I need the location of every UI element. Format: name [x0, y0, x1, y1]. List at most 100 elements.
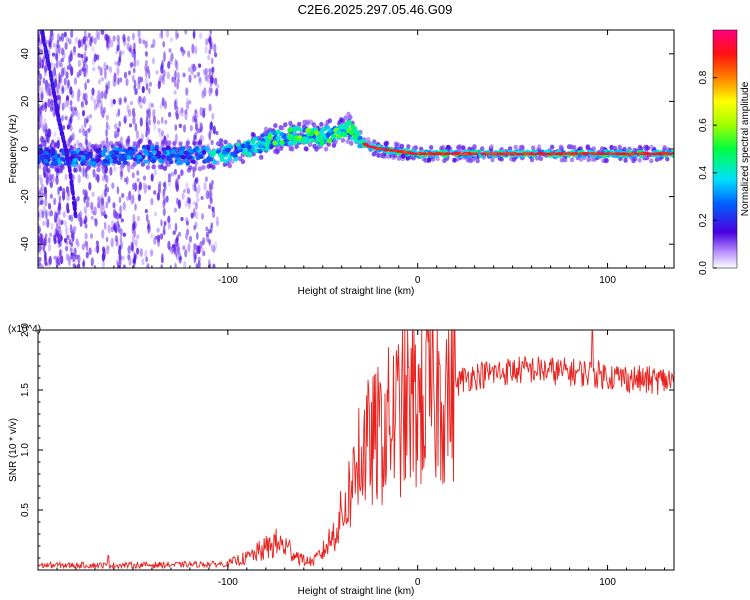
spectrogram-noise-cell	[165, 30, 169, 38]
spectrogram-halo-cell	[119, 165, 124, 171]
spectrogram-peak-cell	[662, 152, 668, 155]
spectrogram-streak-cell	[210, 121, 213, 131]
spectrogram-streak-cell	[70, 106, 74, 112]
spectrogram-noise-cell	[101, 261, 105, 268]
spectrogram-trace-cell	[54, 101, 58, 107]
spectrogram-noise-cell	[77, 263, 81, 268]
spectrogram-streak-cell	[119, 254, 122, 266]
spectrogram-noise-cell	[197, 184, 201, 194]
spectrogram-noise-cell	[40, 196, 44, 206]
spectrogram-ylabel: Frequency (Hz)	[8, 115, 19, 184]
spectrogram-noise-cell	[39, 118, 43, 128]
spectrogram-noise-cell	[107, 196, 111, 204]
spectrogram-noise-cell	[117, 264, 121, 268]
spectrogram-peak-cell	[590, 152, 596, 155]
spectrogram-ridge-cell	[170, 149, 176, 154]
spectrogram-noise-cell	[167, 240, 171, 250]
spectrogram-noise-cell	[63, 31, 67, 38]
spectrogram-halo-cell	[396, 155, 402, 161]
spectrogram-halo-cell	[468, 157, 473, 163]
spectrogram-noise-cell	[77, 254, 81, 265]
spectrogram-peak-cell	[375, 147, 381, 150]
spectrogram-noise-cell	[205, 226, 209, 232]
spectrogram-ridge-cell	[141, 144, 147, 150]
spectrogram-noise-cell	[69, 134, 73, 142]
spectrogram-noise-cell	[135, 130, 140, 140]
spectrogram-noise-cell	[131, 194, 135, 204]
spectrogram-streak-cell	[67, 189, 70, 197]
spectrogram-noise-cell	[167, 177, 171, 183]
spectrogram-halo-cell	[649, 144, 654, 150]
spectrogram-noise-cell	[62, 211, 66, 218]
spectrogram-noise-cell	[159, 74, 163, 84]
spectrogram-ridge-cell	[70, 150, 75, 155]
spectrogram-ridge-cell	[40, 156, 45, 161]
spectrogram-noise-cell	[97, 79, 102, 85]
spectrogram-noise-cell	[101, 229, 105, 239]
spectrogram-noise-cell	[53, 63, 57, 68]
spectrogram-streak-cell	[196, 232, 199, 240]
spectrogram-streak-cell	[56, 83, 59, 95]
spectrogram-ridge-cell	[114, 150, 120, 156]
spectrogram-noise-cell	[139, 104, 143, 109]
spectrogram-noise-cell	[95, 240, 99, 246]
spectrogram-ridge-cell	[190, 159, 196, 164]
spectrogram-noise-cell	[186, 188, 191, 195]
spectrogram-noise-cell	[66, 99, 70, 107]
spectrogram-noise-cell	[110, 237, 114, 248]
spectrogram-noise-cell	[53, 197, 57, 206]
spectrogram-noise-cell	[84, 70, 88, 78]
spectrogram-noise-cell	[187, 242, 191, 253]
spectrogram-noise-cell	[134, 239, 138, 247]
spectrogram-ridge-cell	[166, 156, 172, 161]
spectrogram-noise-cell	[168, 246, 172, 252]
spectrogram-halo-cell	[340, 137, 346, 143]
spectrogram-ridge-cell	[116, 160, 122, 166]
spectrogram-noise-cell	[109, 166, 113, 176]
spectrogram-trace-cell	[40, 30, 45, 35]
spectrogram-streak-cell	[119, 235, 123, 243]
spectrogram-blob-cell	[264, 143, 270, 149]
spectrogram-ridge-cell	[38, 149, 44, 154]
spectrogram-noise-cell	[57, 225, 62, 233]
spectrogram-noise-cell	[182, 124, 187, 133]
spectrogram-halo-cell	[568, 144, 573, 150]
spectrogram-noise-cell	[42, 220, 46, 226]
spectrogram-halo-cell	[94, 143, 99, 149]
spectrogram-noise-cell	[197, 260, 201, 268]
spectrogram-noise-cell	[48, 87, 52, 97]
spectrogram-streak-cell	[161, 74, 165, 82]
spectrogram-streak-cell	[117, 77, 120, 85]
spectrogram-noise-cell	[101, 204, 105, 212]
spectrogram-halo-cell	[631, 158, 636, 163]
spectrogram-streak-cell	[209, 183, 213, 190]
spectrogram-streak-cell	[68, 214, 71, 221]
spectrogram-halo-cell	[426, 157, 432, 163]
spectrogram-noise-cell	[112, 98, 116, 105]
colorbar: 0.0 0.2 0.4 0.6 0.8 Normalized spectral ampl…	[698, 29, 750, 275]
spectrogram-peak-cell	[511, 152, 517, 155]
spectrogram-streak-cell	[85, 130, 88, 141]
spectrogram-halo-cell	[538, 156, 544, 162]
spectrogram-halo-cell	[78, 142, 83, 148]
spectrogram-noise-cell	[93, 99, 97, 104]
spectrogram-blob-cell	[319, 140, 325, 146]
spectrogram-streak-cell	[195, 263, 199, 268]
spectrogram-noise-cell	[60, 219, 64, 225]
spectrogram-noise-cell	[64, 115, 68, 121]
spectrogram-blob-cell	[349, 130, 355, 136]
spectrogram-ridge-cell	[233, 157, 239, 162]
spectrogram-noise-cell	[128, 108, 132, 118]
colorbar-tick-label: 0.4	[698, 165, 709, 179]
spectrogram-peak-cell	[436, 152, 442, 155]
spectrogram-streak-cell	[84, 30, 87, 40]
spectrogram-noise-cell	[202, 107, 206, 112]
spectrogram-streak-cell	[118, 196, 122, 204]
spectrogram-peak-cell	[363, 143, 369, 147]
spectrogram-ridge-cell	[208, 157, 214, 162]
spectrogram-ridge-cell	[105, 159, 111, 164]
spectrogram-noise-cell	[119, 228, 123, 237]
spectrogram-trace-cell	[56, 116, 61, 122]
spectrogram-streak-cell	[177, 71, 180, 80]
spectrogram-streak-cell	[174, 58, 177, 68]
